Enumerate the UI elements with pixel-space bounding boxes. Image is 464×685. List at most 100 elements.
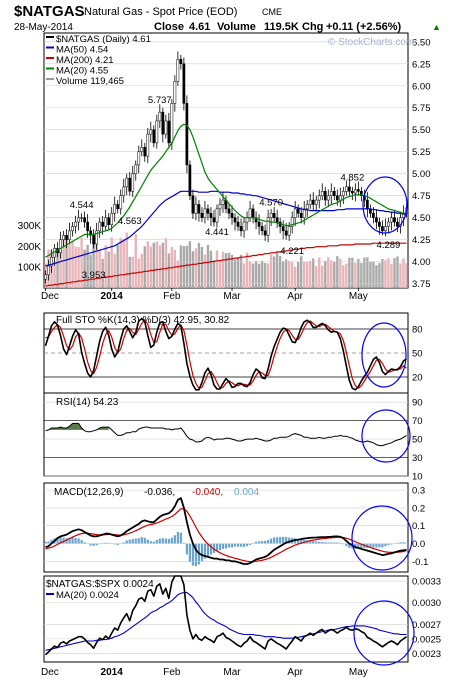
volume-bar — [300, 256, 303, 288]
macd-histogram-bar — [113, 543, 116, 545]
volume-bar — [266, 263, 270, 288]
candle-body — [92, 234, 95, 245]
macd-histogram-bar — [285, 536, 288, 544]
candle-body — [200, 213, 204, 218]
candle-body — [212, 217, 216, 223]
ratio-ytick-label: 0.0023 — [412, 649, 441, 660]
ratio-xtick-label: May — [349, 667, 368, 678]
indicator-lines — [44, 123, 407, 656]
price-ytick-label: 6.00 — [412, 81, 431, 92]
volume-bar — [287, 261, 291, 288]
volume-bar — [59, 247, 62, 288]
volume-bar — [179, 245, 183, 288]
candle-body — [378, 221, 381, 227]
volume-bar — [324, 260, 327, 288]
candle-body — [227, 208, 231, 214]
axis-labels: 6.50 6.25 6.00 5.75 5.50 5.25 5.00 4.75 4.50 4.25… — [18, 34, 441, 678]
price-xtick-label: Dec — [41, 291, 59, 302]
price-annotation: 3.953 — [82, 270, 106, 281]
macd-histogram-bar — [152, 541, 155, 544]
volume-bar — [327, 257, 330, 288]
macd-histogram-bar — [309, 540, 312, 544]
volume-bar — [378, 263, 381, 288]
candle-body — [71, 226, 74, 232]
candle-body — [381, 226, 384, 232]
volume-bar — [381, 258, 384, 288]
macd-histogram-bar — [378, 543, 381, 548]
macd-histogram-bar — [390, 543, 393, 545]
candle-body — [179, 59, 183, 65]
macd-histogram-bar — [324, 542, 327, 544]
macd-histogram-bar — [330, 542, 333, 544]
volume-bar — [375, 265, 378, 288]
price-annotation: 4.852 — [340, 173, 364, 184]
legend-swatch — [46, 78, 54, 80]
volume-bar — [176, 260, 180, 288]
volume-bar — [369, 261, 372, 288]
macd-histogram-bar — [372, 543, 375, 548]
volume-bar — [306, 262, 309, 288]
macd-histogram-bar — [95, 543, 98, 546]
macd-histogram-bar — [167, 538, 170, 544]
price-ytick-label: 5.25 — [412, 147, 431, 158]
macd-ytick-label: 0.3 — [412, 486, 425, 497]
volume-bar — [74, 246, 77, 288]
macd-histogram-bar — [402, 542, 405, 544]
candle-body — [188, 164, 192, 196]
macd-histogram-bar — [345, 543, 348, 547]
candle-body — [182, 63, 186, 104]
volume-bar — [185, 245, 189, 288]
volume-bar — [101, 258, 104, 288]
price-annotation: 4.570 — [259, 198, 283, 209]
macd-histogram-bar — [44, 541, 47, 544]
candle-body — [305, 204, 309, 210]
macd-histogram-bar — [182, 542, 185, 544]
macd-histogram-bar — [107, 542, 110, 544]
header-chg-arrow-icon: ▲ — [432, 22, 441, 32]
macd-histogram-bar — [273, 537, 276, 544]
macd-histogram-bar — [122, 542, 125, 544]
volume-bar — [212, 260, 216, 288]
price-xtick-label: 2014 — [101, 291, 124, 302]
candle-body — [332, 191, 336, 196]
ratio-xtick-label: Feb — [163, 667, 181, 678]
ratio-xtick-label: 2014 — [101, 667, 124, 678]
ratio-xtick-label: Mar — [223, 667, 241, 678]
candle-body — [131, 173, 135, 192]
candle-body — [197, 204, 201, 214]
macd-histogram-bar — [128, 539, 131, 544]
macd-ytick-label: 0.1 — [412, 521, 425, 532]
macd-ytick-label: -0.1 — [412, 557, 428, 568]
volume-bar — [321, 265, 324, 288]
macd-legend-signal: -0.040, — [192, 487, 223, 498]
header-name: Natural Gas - Spot Price (EOD) — [84, 6, 237, 18]
volume-bar — [164, 237, 168, 288]
volume-bar — [312, 258, 315, 288]
candle-body — [387, 221, 390, 227]
macd-legend-macd: -0.036, — [144, 487, 175, 498]
macd-histogram-bar — [158, 538, 161, 544]
volume-bar — [257, 263, 261, 288]
volume-bar — [351, 257, 354, 288]
macd-line — [45, 497, 407, 565]
macd-histogram-bar — [315, 541, 318, 544]
macd-histogram-bar — [203, 543, 207, 559]
candle-body — [384, 226, 387, 232]
ratio-ytick-label: 0.0027 — [412, 620, 441, 631]
macd-histogram-bar — [236, 543, 240, 547]
volume-bar — [95, 236, 98, 288]
candle-body — [65, 234, 68, 240]
macd-histogram-bar — [146, 539, 149, 544]
volume-bar — [384, 259, 387, 288]
candle-body — [47, 265, 50, 276]
volume-bar — [128, 256, 131, 288]
volume-bar — [62, 239, 65, 288]
rsi-ytick-label: 70 — [412, 416, 423, 427]
macd-histogram-bar — [254, 541, 258, 544]
price-legend-entry: Volume 119,465 — [56, 76, 124, 87]
macd-histogram-bar — [405, 542, 408, 544]
macd-histogram-bar — [399, 542, 402, 544]
candle-body — [290, 217, 294, 227]
volume-bar — [366, 257, 369, 288]
